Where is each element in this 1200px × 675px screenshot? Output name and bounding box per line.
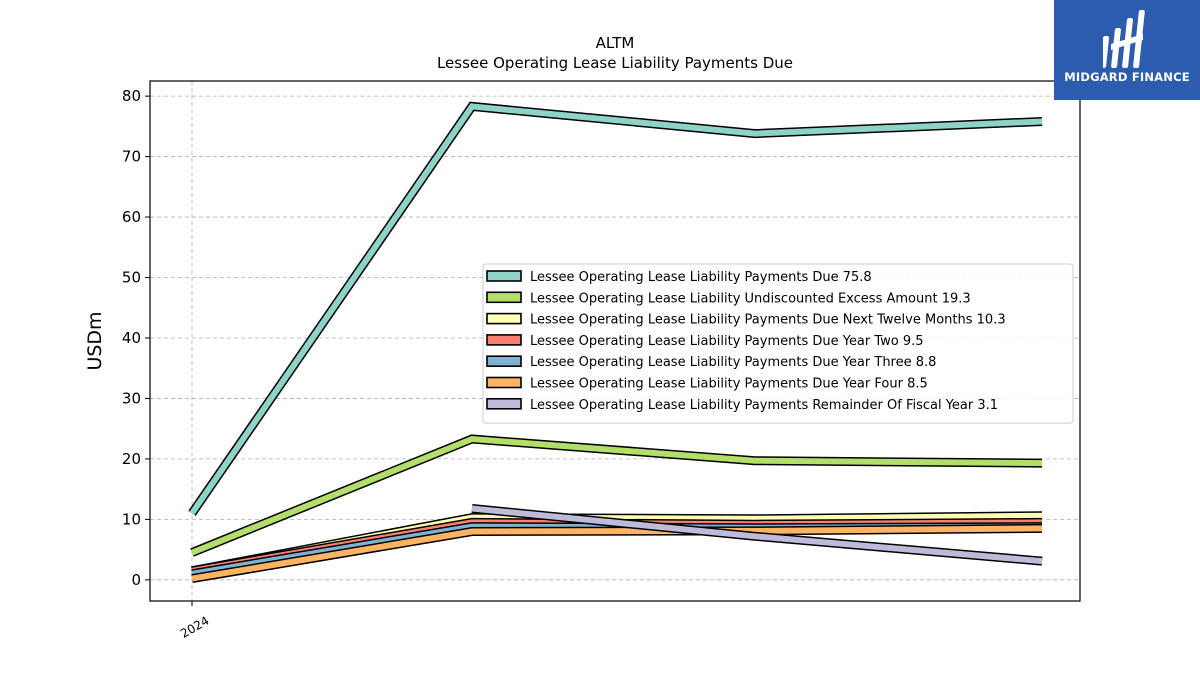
- y-tick-label: 40: [122, 329, 141, 347]
- legend-swatch: [486, 376, 522, 389]
- series-line: [471, 504, 1043, 566]
- legend-label: Lessee Operating Lease Liability Payment…: [530, 355, 936, 370]
- legend-label: Lessee Operating Lease Liability Payment…: [530, 398, 998, 413]
- legend-label: Lessee Operating Lease Liability Payment…: [530, 313, 1006, 328]
- legend-label: Lessee Operating Lease Liability Payment…: [530, 334, 924, 349]
- legend: Lessee Operating Lease Liability Payment…: [482, 263, 1074, 424]
- series-line: [188, 101, 1043, 516]
- series-stroke: [189, 103, 1043, 516]
- y-tick-label: 80: [122, 87, 141, 105]
- legend-swatch: [486, 291, 522, 304]
- y-tick-label: 60: [122, 208, 141, 226]
- axes: 0 10 20 30 40 50 60 70 80 2024: [122, 87, 212, 641]
- legend-swatch: [486, 312, 522, 325]
- plot-frame: [149, 80, 1081, 602]
- y-tick-label: 0: [131, 571, 141, 589]
- y-tick-label: 70: [122, 148, 141, 166]
- series-stroke: [471, 505, 1043, 565]
- logo-text: MIDGARD FINANCE: [1064, 70, 1190, 84]
- series-stroke: [191, 525, 1043, 582]
- legend-swatch: [486, 270, 522, 282]
- legend-label: Lessee Operating Lease Liability Payment…: [530, 270, 872, 285]
- chart-title: ALTM: [596, 34, 635, 52]
- x-tick-label: 2024: [178, 613, 211, 640]
- legend-label: Lessee Operating Lease Liability Payment…: [530, 377, 928, 392]
- legend-label: Lessee Operating Lease Liability Undisco…: [530, 291, 971, 306]
- y-tick-label: 10: [122, 510, 141, 528]
- series-group: [188, 101, 1043, 584]
- y-tick-label: 20: [122, 450, 141, 468]
- legend-swatch: [486, 334, 522, 346]
- y-tick-label: 30: [122, 389, 141, 407]
- series-stroke: [190, 435, 1043, 556]
- brand-logo: MIDGARD FINANCE: [1054, 0, 1200, 100]
- y-tick-label: 50: [122, 269, 141, 287]
- legend-swatch: [486, 355, 522, 368]
- series-line: [190, 434, 1043, 557]
- y-axis-label: USDm: [84, 311, 106, 370]
- series-line: [191, 523, 1043, 584]
- logo-mark-icon: [1103, 10, 1145, 68]
- legend-swatch: [486, 397, 522, 410]
- chart-subtitle: Lessee Operating Lease Liability Payment…: [437, 54, 793, 72]
- legend-box: [482, 263, 1074, 424]
